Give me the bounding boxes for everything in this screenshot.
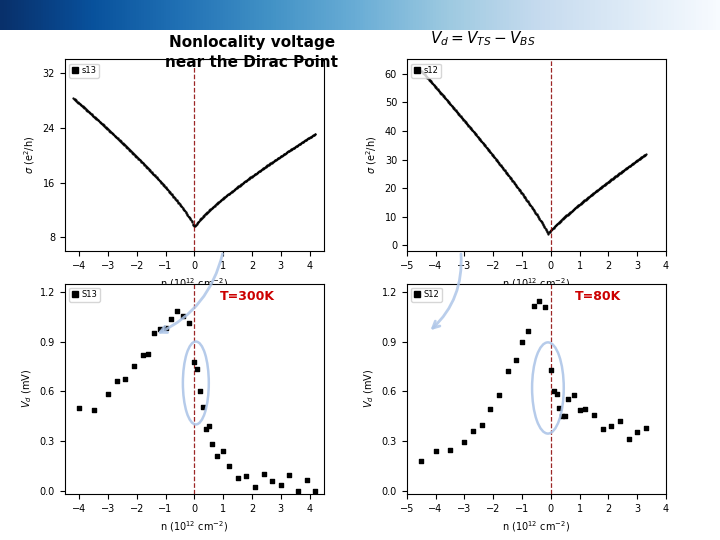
Text: Nonlocality voltage
near the Dirac Point: Nonlocality voltage near the Dirac Point (166, 35, 338, 70)
Point (275, 480, 287, 489)
Point (562, 394, 574, 403)
Y-axis label: $V_d$ (mV): $V_d$ (mV) (363, 369, 376, 408)
Point (206, 439, 217, 448)
Y-axis label: $V_d$ (mV): $V_d$ (mV) (21, 369, 34, 408)
Point (574, 406, 585, 414)
Point (522, 327, 534, 335)
Point (160, 324, 171, 333)
Point (232, 474, 243, 482)
Y-axis label: $\sigma$ (e$^2$/h): $\sigma$ (e$^2$/h) (22, 136, 37, 174)
Point (212, 452, 223, 461)
Legend: S13: S13 (69, 288, 100, 302)
Point (415, 457, 427, 465)
Point (183, 319, 194, 327)
Point (217, 447, 229, 455)
Point (614, 416, 626, 425)
Point (223, 462, 235, 470)
Point (548, 386, 559, 395)
Point (580, 404, 591, 413)
X-axis label: n (10$^{12}$ cm$^{-2}$): n (10$^{12}$ cm$^{-2}$) (161, 519, 228, 534)
Point (102, 390, 114, 399)
Point (192, 364, 203, 373)
Point (631, 428, 643, 436)
Point (510, 356, 522, 364)
Text: $V_d = V_{TS} - V_{BS}$: $V_d = V_{TS} - V_{BS}$ (430, 30, 535, 49)
Point (88, 406, 99, 415)
Text: T=300K: T=300K (220, 291, 275, 303)
Point (292, 487, 304, 495)
Point (171, 307, 183, 315)
Text: T=80K: T=80K (575, 291, 621, 303)
Legend: s12: s12 (411, 64, 441, 78)
Point (258, 470, 269, 478)
Point (502, 366, 513, 375)
Point (559, 412, 571, 421)
Point (568, 390, 580, 399)
X-axis label: n (10$^{12}$ cm$^{-2}$): n (10$^{12}$ cm$^{-2}$) (161, 276, 228, 291)
Point (240, 472, 252, 481)
Point (467, 427, 479, 435)
Point (194, 386, 206, 395)
Point (557, 412, 568, 421)
Point (197, 402, 209, 411)
Point (551, 389, 562, 398)
Point (597, 425, 608, 434)
Point (73, 403, 85, 412)
Point (606, 422, 617, 430)
Point (301, 476, 312, 484)
Point (166, 315, 177, 323)
Point (154, 325, 166, 333)
Point (444, 445, 456, 454)
Point (189, 357, 200, 366)
Point (485, 405, 496, 414)
Legend: S12: S12 (411, 288, 441, 302)
Point (249, 483, 261, 491)
Point (148, 329, 160, 338)
Point (623, 435, 634, 443)
X-axis label: n (10$^{12}$ cm$^{-2}$): n (10$^{12}$ cm$^{-2}$) (503, 519, 570, 534)
Point (143, 349, 154, 358)
Point (459, 438, 470, 447)
Point (528, 301, 539, 310)
Point (640, 424, 652, 433)
Point (284, 471, 295, 480)
Point (120, 374, 131, 383)
Point (539, 303, 551, 312)
Point (200, 424, 212, 433)
Point (266, 477, 278, 485)
Point (177, 312, 189, 321)
Legend: s13: s13 (69, 64, 99, 78)
Point (128, 362, 140, 371)
Point (203, 422, 215, 430)
Point (310, 487, 321, 495)
Y-axis label: $\sigma$ (e$^2$/h): $\sigma$ (e$^2$/h) (364, 136, 379, 174)
X-axis label: n (10$^{12}$ cm$^{-2}$): n (10$^{12}$ cm$^{-2}$) (503, 276, 570, 291)
Point (137, 350, 148, 359)
Point (554, 404, 565, 413)
Point (545, 366, 557, 374)
Point (588, 410, 600, 419)
Point (516, 338, 528, 347)
Point (111, 376, 122, 385)
Point (534, 297, 545, 306)
Point (430, 446, 441, 455)
Point (493, 391, 505, 400)
Point (476, 421, 487, 429)
